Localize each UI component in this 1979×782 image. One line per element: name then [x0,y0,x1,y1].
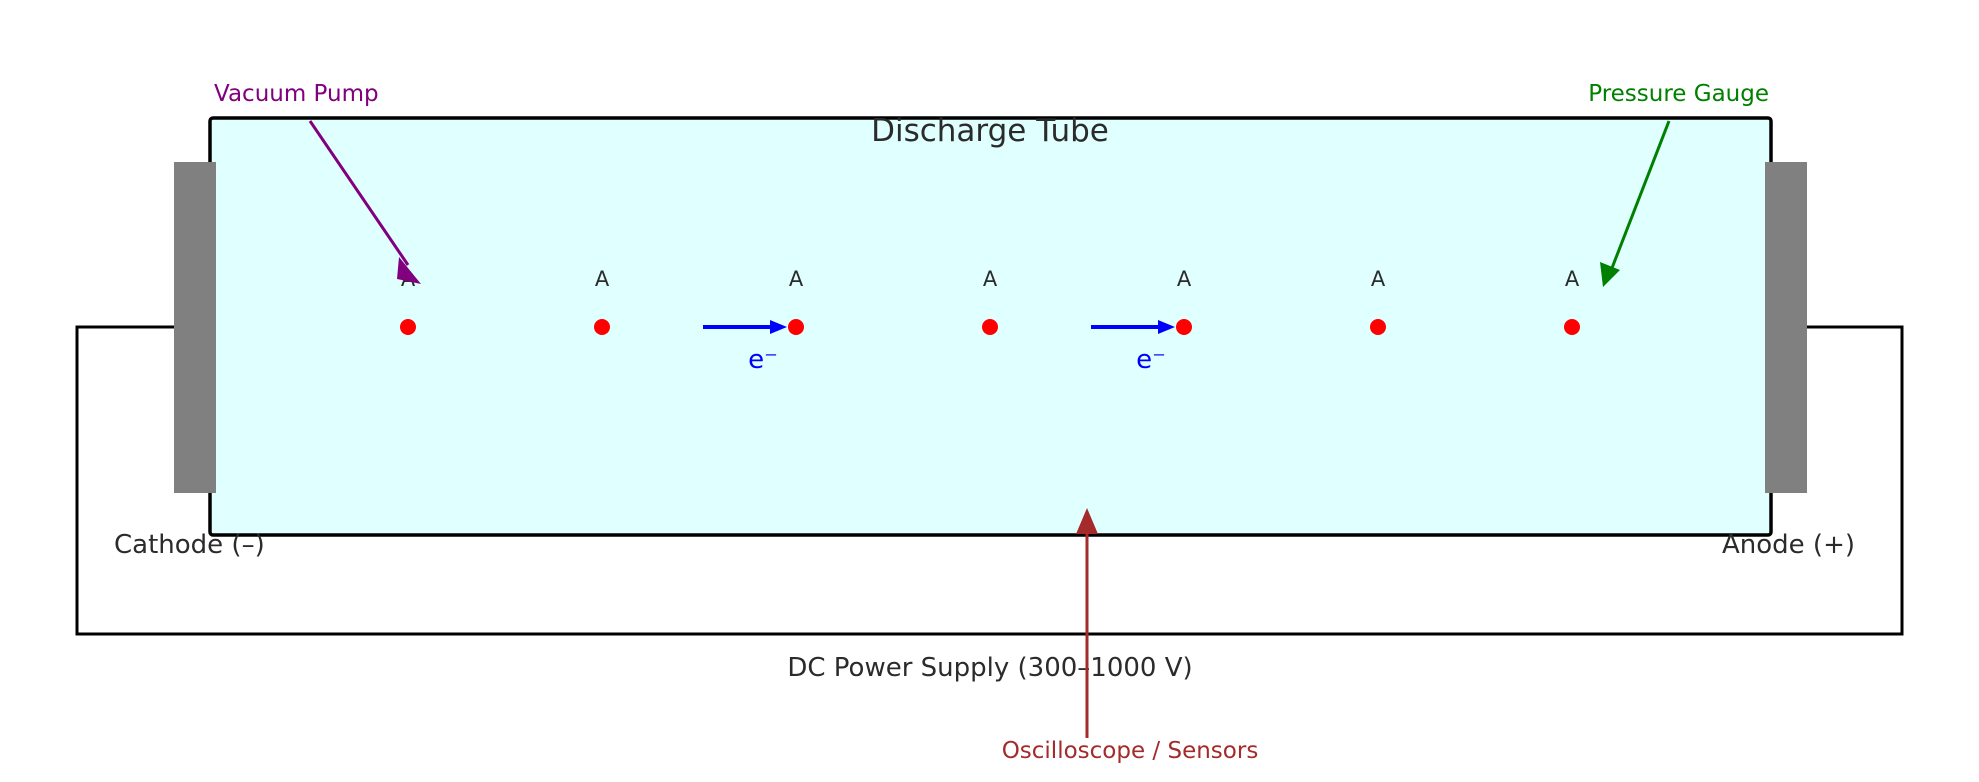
atom-dot [1176,319,1192,335]
pressure-gauge-annotation: Pressure Gauge [1588,81,1769,287]
electron-2-label: e⁻ [1136,345,1166,375]
atom-dot [788,319,804,335]
electron-2-arrowhead [1158,320,1175,334]
pressure-gauge-arrow [1610,120,1671,269]
electron-1-arrowhead [770,320,787,334]
atom-label: A [789,267,804,291]
pressure-gauge-label: Pressure Gauge [1588,81,1769,107]
atom-dot [594,319,610,335]
atom-label: A [983,267,998,291]
atom-label: A [1371,267,1386,291]
vacuum-pump-arrowhead [397,257,421,284]
vacuum-pump-arrow [308,120,410,266]
pressure-gauge-arrowhead [1600,262,1620,287]
circuit-wire [75,325,1904,636]
tube-title: Discharge Tube [871,113,1109,149]
gas-atoms: AAAAAAA [400,267,1580,335]
atom-dot [400,319,416,335]
vacuum-pump-annotation: Vacuum Pump [214,81,421,284]
atom-label: A [1565,267,1580,291]
atom-dot [1564,319,1580,335]
atom-dot [1370,319,1386,335]
atom-4: A [982,267,998,335]
atom-2: A [594,267,610,335]
electron-2: e⁻ [1091,320,1175,375]
cathode-plate [174,162,216,493]
electron-1: e⁻ [703,320,787,375]
oscilloscope-arrowhead [1076,508,1098,534]
oscilloscope-label: Oscilloscope / Sensors [1002,738,1259,764]
electron-1-label: e⁻ [748,345,778,375]
atom-3: A [788,267,804,335]
atom-label: A [1177,267,1192,291]
atom-label: A [595,267,610,291]
oscilloscope-annotation: Oscilloscope / Sensors [1002,508,1259,764]
anode-label: Anode (+) [1722,530,1855,560]
atom-7: A [1564,267,1580,335]
cathode-label: Cathode (–) [114,530,265,560]
atom-dot [982,319,998,335]
anode-plate [1765,162,1807,493]
atom-5: A [1176,267,1192,335]
atom-6: A [1370,267,1386,335]
vacuum-pump-label: Vacuum Pump [214,81,379,107]
power-supply-label: DC Power Supply (300–1000 V) [787,653,1192,683]
